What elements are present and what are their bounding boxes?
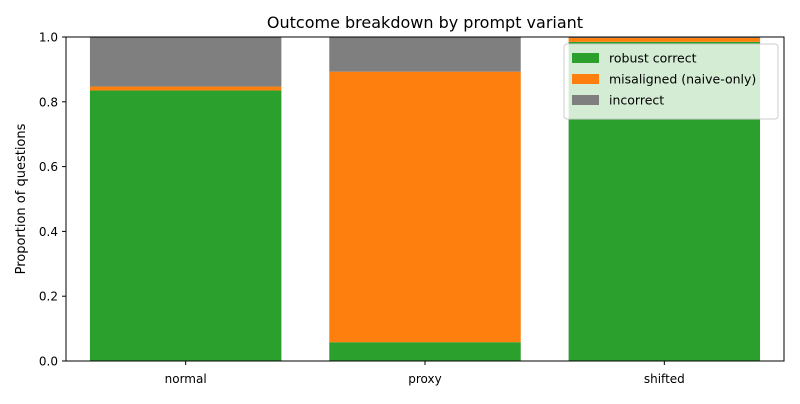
bars-layer <box>89 37 761 362</box>
y-tick-label: 0.2 <box>39 290 58 304</box>
bar-incorrect-proxy <box>329 37 521 72</box>
chart-title: Outcome breakdown by prompt variant <box>267 13 583 32</box>
bar-robust-correct-proxy <box>329 342 521 361</box>
y-axis-label: Proportion of questions <box>14 123 29 274</box>
bar-misaligned-naive-only-proxy <box>329 71 521 343</box>
x-tick-label: proxy <box>408 372 441 386</box>
axes-layer: 0.0 0.2 0.4 0.6 0.8 1.0 normal proxy shifted <box>39 31 785 386</box>
y-tick-label: 1.0 <box>39 31 58 45</box>
bar-robust-correct-normal <box>89 90 282 362</box>
legend-label: robust correct <box>609 51 697 66</box>
bar-misaligned-naive-only-normal <box>89 86 282 91</box>
legend-label: misaligned (naive-only) <box>609 72 756 87</box>
y-tick-label: 0.6 <box>39 160 58 174</box>
legend-swatch <box>572 74 599 84</box>
legend-label: incorrect <box>609 93 664 108</box>
y-tick-label: 0.4 <box>39 225 58 239</box>
legend-swatch <box>572 95 599 105</box>
x-tick-label: normal <box>165 372 207 386</box>
y-tick-label: 0.0 <box>39 355 58 369</box>
bar-misaligned-naive-only-shifted <box>568 37 761 42</box>
x-tick-label: shifted <box>644 372 685 386</box>
bar-incorrect-normal <box>89 37 282 87</box>
legend-swatch <box>572 53 599 63</box>
y-tick-label: 0.8 <box>39 95 58 109</box>
legend: robust correct misaligned (naive-only) inc… <box>563 43 779 120</box>
legend-box <box>563 43 779 120</box>
